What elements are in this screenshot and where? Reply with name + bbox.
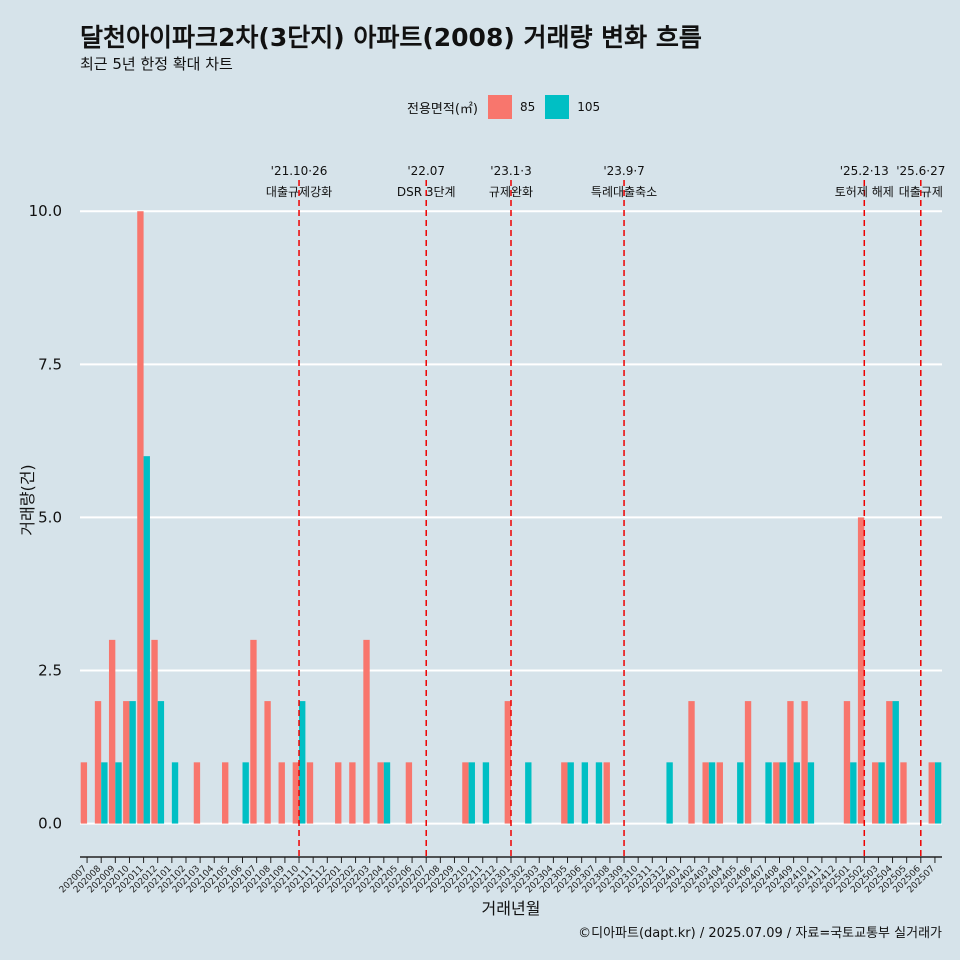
bar-105-202501: [850, 762, 857, 824]
legend: 전용면적(㎡) 85 105: [407, 93, 610, 121]
event-label: 대출규제강화: [266, 185, 332, 199]
bar-85-202103: [193, 762, 201, 824]
bar-85-202402: [688, 701, 695, 824]
bar-85-202110: [292, 762, 300, 824]
source-caption: ©디아파트(dapt.kr) / 2025.07.09 / 자료=국토교통부 실…: [578, 926, 942, 941]
x-axis-title: 거래년월: [482, 899, 541, 918]
bar-85-202012: [151, 639, 158, 824]
bar-85-202301: [504, 701, 511, 824]
bar-85-202007: [80, 762, 88, 824]
bar-105-202101: [171, 762, 179, 824]
bar-85-202504: [886, 701, 893, 824]
y-tick-label: 0.0: [38, 815, 62, 833]
event-label: DSR 3단계: [397, 185, 456, 199]
bar-85-202502: [857, 517, 865, 824]
bar-105-202407: [765, 762, 772, 824]
y-tick-label: 7.5: [38, 355, 62, 373]
event-date: '21.10·26: [271, 164, 328, 178]
bar-85-202210: [462, 762, 469, 824]
event-date: '25.6·27: [896, 164, 945, 178]
bar-105-202009: [115, 762, 122, 824]
event-date: '23.9·7: [603, 164, 644, 178]
bar-85-202507: [928, 762, 935, 824]
bar-85-202105: [222, 762, 229, 824]
event-date: '25.2·13: [840, 164, 889, 178]
bar-85-202010: [123, 701, 130, 824]
bar-85-202204: [377, 762, 384, 824]
event-label: 대출규제: [899, 185, 943, 199]
bar-85-202011: [137, 211, 144, 824]
bar-105-202408: [779, 762, 786, 824]
bar-105-202210: [468, 762, 475, 824]
bar-85-202410: [801, 701, 808, 824]
legend-label-85: 85: [519, 100, 536, 114]
bar-85-202403: [702, 762, 709, 824]
legend-title: 전용면적(㎡): [407, 101, 478, 117]
bar-85-202009: [108, 639, 116, 824]
bar-85-202505: [900, 762, 907, 824]
bar-105-202409: [793, 762, 800, 824]
bar-105-202403: [708, 762, 716, 824]
bar-85-202308: [603, 762, 610, 824]
bar-85-202305: [561, 762, 568, 824]
event-date: '23.1·3: [490, 164, 531, 178]
bar-85-202008: [94, 701, 102, 824]
bar-105-202504: [892, 701, 899, 824]
legend-swatch-105: [545, 95, 570, 119]
bar-85-202406: [744, 701, 752, 824]
bar-105-202410: [807, 762, 815, 824]
bar-85-202408: [773, 762, 780, 824]
bar-85-202202: [349, 762, 356, 824]
bar-85-202409: [787, 701, 794, 824]
bar-105-202306: [581, 762, 589, 824]
bar-105-202405: [737, 762, 744, 824]
bar-105-202305: [567, 762, 574, 824]
bar-105-202312: [666, 762, 673, 824]
bar-105-202010: [129, 701, 136, 824]
bar-85-202206: [405, 762, 413, 824]
bar-105-202106: [242, 762, 249, 824]
chart-title: 달천아이파크2차(3단지) 아파트(2008) 거래량 변화 흐름: [80, 23, 702, 52]
bar-85-202108: [264, 701, 271, 824]
bar-85-202404: [716, 762, 723, 824]
event-label: 토허제 해제: [835, 185, 894, 199]
event-date: '22.07: [407, 164, 445, 178]
bar-105-202211: [482, 762, 490, 824]
y-tick-label: 2.5: [38, 661, 62, 679]
bar-105-202507: [934, 762, 942, 824]
legend-swatch-85: [487, 95, 512, 119]
bar-105-202503: [878, 762, 885, 824]
bar-105-202011: [143, 456, 150, 824]
bar-105-202307: [595, 762, 603, 824]
legend-label-105: 105: [577, 100, 601, 114]
bar-105-202110: [299, 701, 306, 824]
bar-85-202201: [335, 762, 342, 824]
bar-105-202302: [525, 762, 532, 824]
bar-85-202107: [250, 639, 257, 824]
bar-85-202503: [872, 762, 879, 824]
bar-85-202203: [363, 639, 370, 824]
bar-85-202109: [278, 762, 285, 824]
y-tick-label: 10.0: [29, 202, 62, 220]
y-axis-title: 거래량(건): [18, 464, 37, 535]
event-label: 특례대출축소: [591, 185, 657, 199]
bar-105-202008: [101, 762, 108, 824]
bar-85-202501: [843, 701, 851, 824]
bar-105-202204: [383, 762, 391, 824]
y-tick-label: 5.0: [38, 508, 62, 526]
bar-105-202012: [157, 701, 165, 824]
event-label: 규제완화: [489, 185, 533, 199]
chart-subtitle: 최근 5년 한정 확대 차트: [80, 55, 233, 73]
bar-85-202111: [306, 762, 314, 824]
